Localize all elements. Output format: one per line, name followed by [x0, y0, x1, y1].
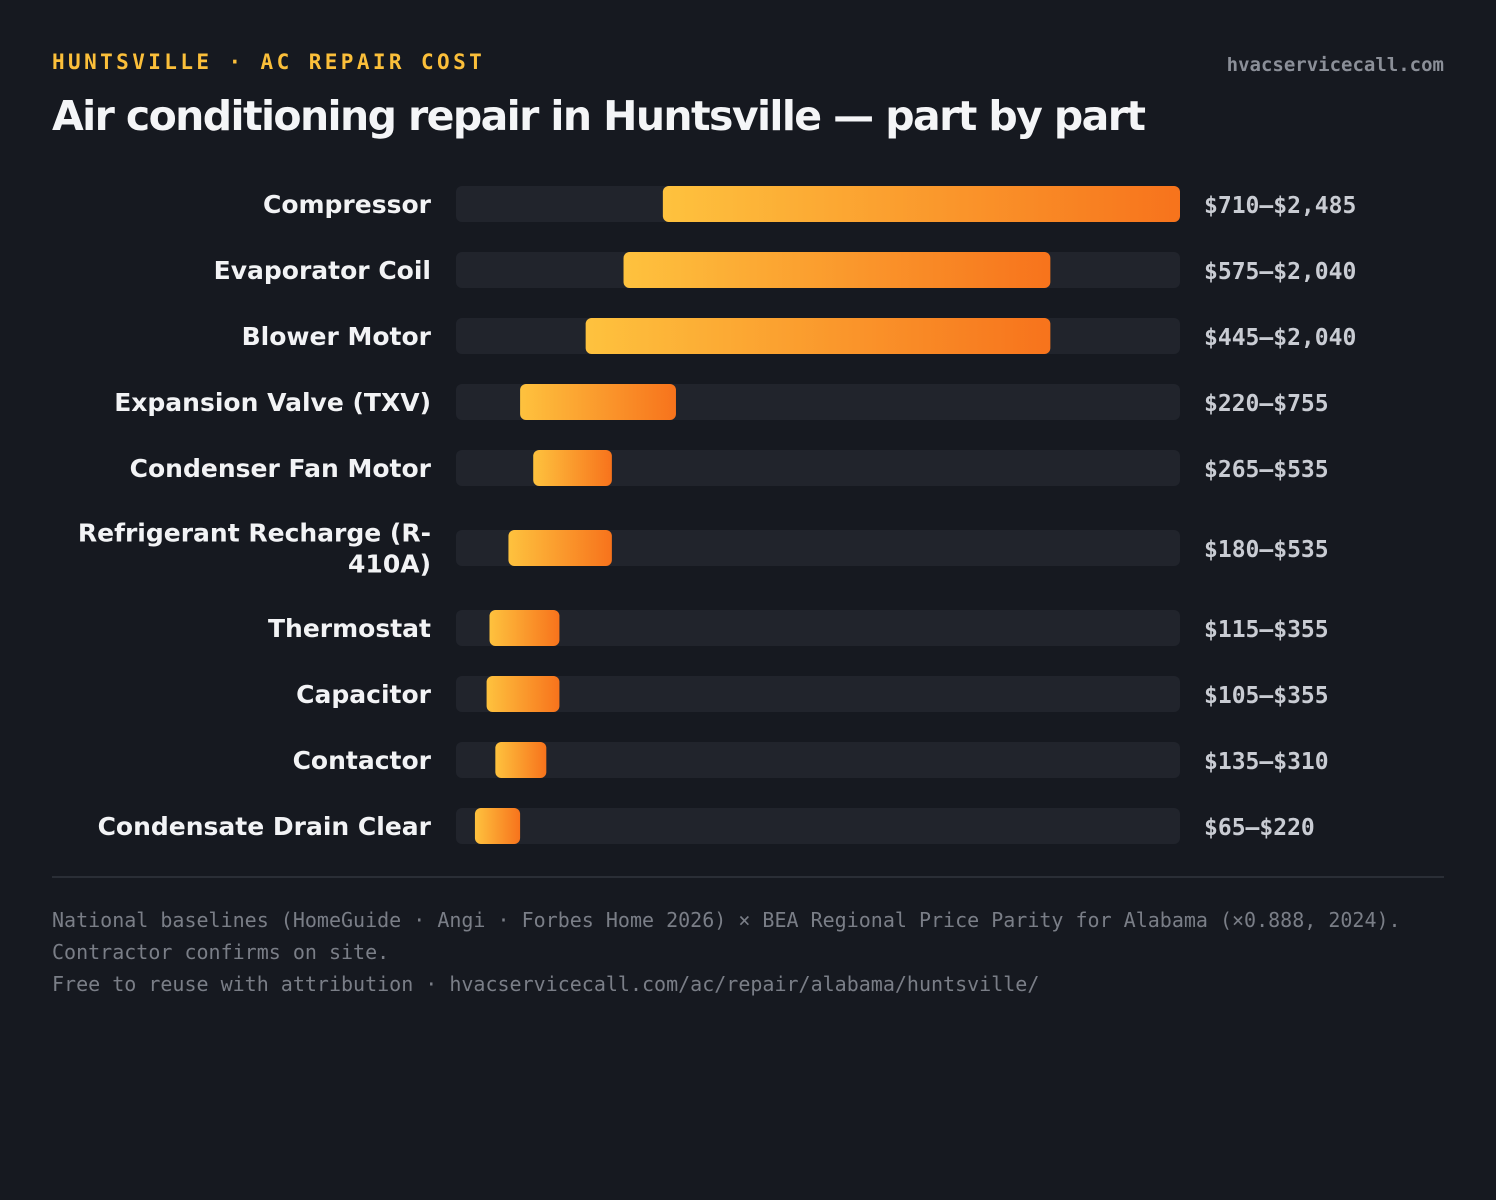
category-label: Refrigerant Recharge (R-410A)	[78, 519, 431, 579]
category-label: Condenser Fan Motor	[130, 454, 432, 483]
value-label: $115–$355	[1204, 617, 1329, 643]
bar-row: Condenser Fan Motor $265–$535	[130, 450, 1329, 486]
bar-track	[456, 530, 1180, 566]
bar-row: Condensate Drain Clear $65–$220	[98, 808, 1315, 844]
eyebrow-label: HUNTSVILLE · AC REPAIR COST	[52, 50, 486, 74]
bar-row: Evaporator Coil $575–$2,040	[214, 252, 1356, 288]
value-label: $65–$220	[1204, 815, 1315, 841]
bar-track	[456, 808, 1180, 844]
footer-notes: National baselines (HomeGuide · Angi · F…	[52, 904, 1444, 1000]
bar-track	[456, 742, 1180, 778]
value-label: $445–$2,040	[1204, 325, 1356, 351]
category-label: Capacitor	[296, 680, 431, 709]
bar-row: Contactor $135–$310	[293, 742, 1329, 778]
range-bar	[508, 530, 612, 566]
range-bar	[585, 318, 1051, 354]
category-label: Condensate Drain Clear	[98, 812, 432, 841]
range-bar	[474, 808, 521, 844]
range-bar	[623, 252, 1051, 288]
category-label: Blower Motor	[242, 322, 432, 351]
page-title: Air conditioning repair in Huntsville — …	[52, 92, 1146, 140]
footer-source-note: National baselines (HomeGuide · Angi · F…	[52, 908, 1401, 964]
bar-row: Refrigerant Recharge (R-410A) $180–$535	[78, 519, 1329, 579]
site-url: hvacservicecall.com	[1226, 54, 1444, 76]
value-label: $265–$535	[1204, 457, 1329, 483]
range-bar	[662, 186, 1180, 222]
value-label: $220–$755	[1204, 391, 1329, 417]
range-bar	[520, 384, 676, 420]
bar-row: Expansion Valve (TXV) $220–$755	[114, 384, 1329, 420]
value-label: $710–$2,485	[1204, 193, 1356, 219]
bar-track	[456, 450, 1180, 486]
bar-row: Capacitor $105–$355	[296, 676, 1329, 712]
range-bar-chart: Compressor $710–$2,485 Evaporator Coil $575…	[78, 186, 1356, 844]
category-label: Expansion Valve (TXV)	[114, 388, 431, 417]
footer-divider	[52, 876, 1444, 878]
range-bar	[495, 742, 547, 778]
category-label: Compressor	[263, 190, 432, 219]
category-label: Evaporator Coil	[214, 256, 431, 285]
range-bar	[489, 610, 560, 646]
value-label: $575–$2,040	[1204, 259, 1356, 285]
bar-track	[456, 610, 1180, 646]
category-label: Contactor	[293, 746, 432, 775]
footer-attribution: Free to reuse with attribution · hvacser…	[52, 972, 1040, 996]
bar-row: Compressor $710–$2,485	[263, 186, 1356, 222]
bar-row: Blower Motor $445–$2,040	[242, 318, 1356, 354]
value-label: $180–$535	[1204, 537, 1329, 563]
bar-track	[456, 676, 1180, 712]
range-bar	[533, 450, 612, 486]
value-label: $105–$355	[1204, 683, 1329, 709]
value-label: $135–$310	[1204, 749, 1329, 775]
bar-row: Thermostat $115–$355	[268, 610, 1329, 646]
range-bar	[486, 676, 560, 712]
category-label: Thermostat	[268, 614, 431, 643]
